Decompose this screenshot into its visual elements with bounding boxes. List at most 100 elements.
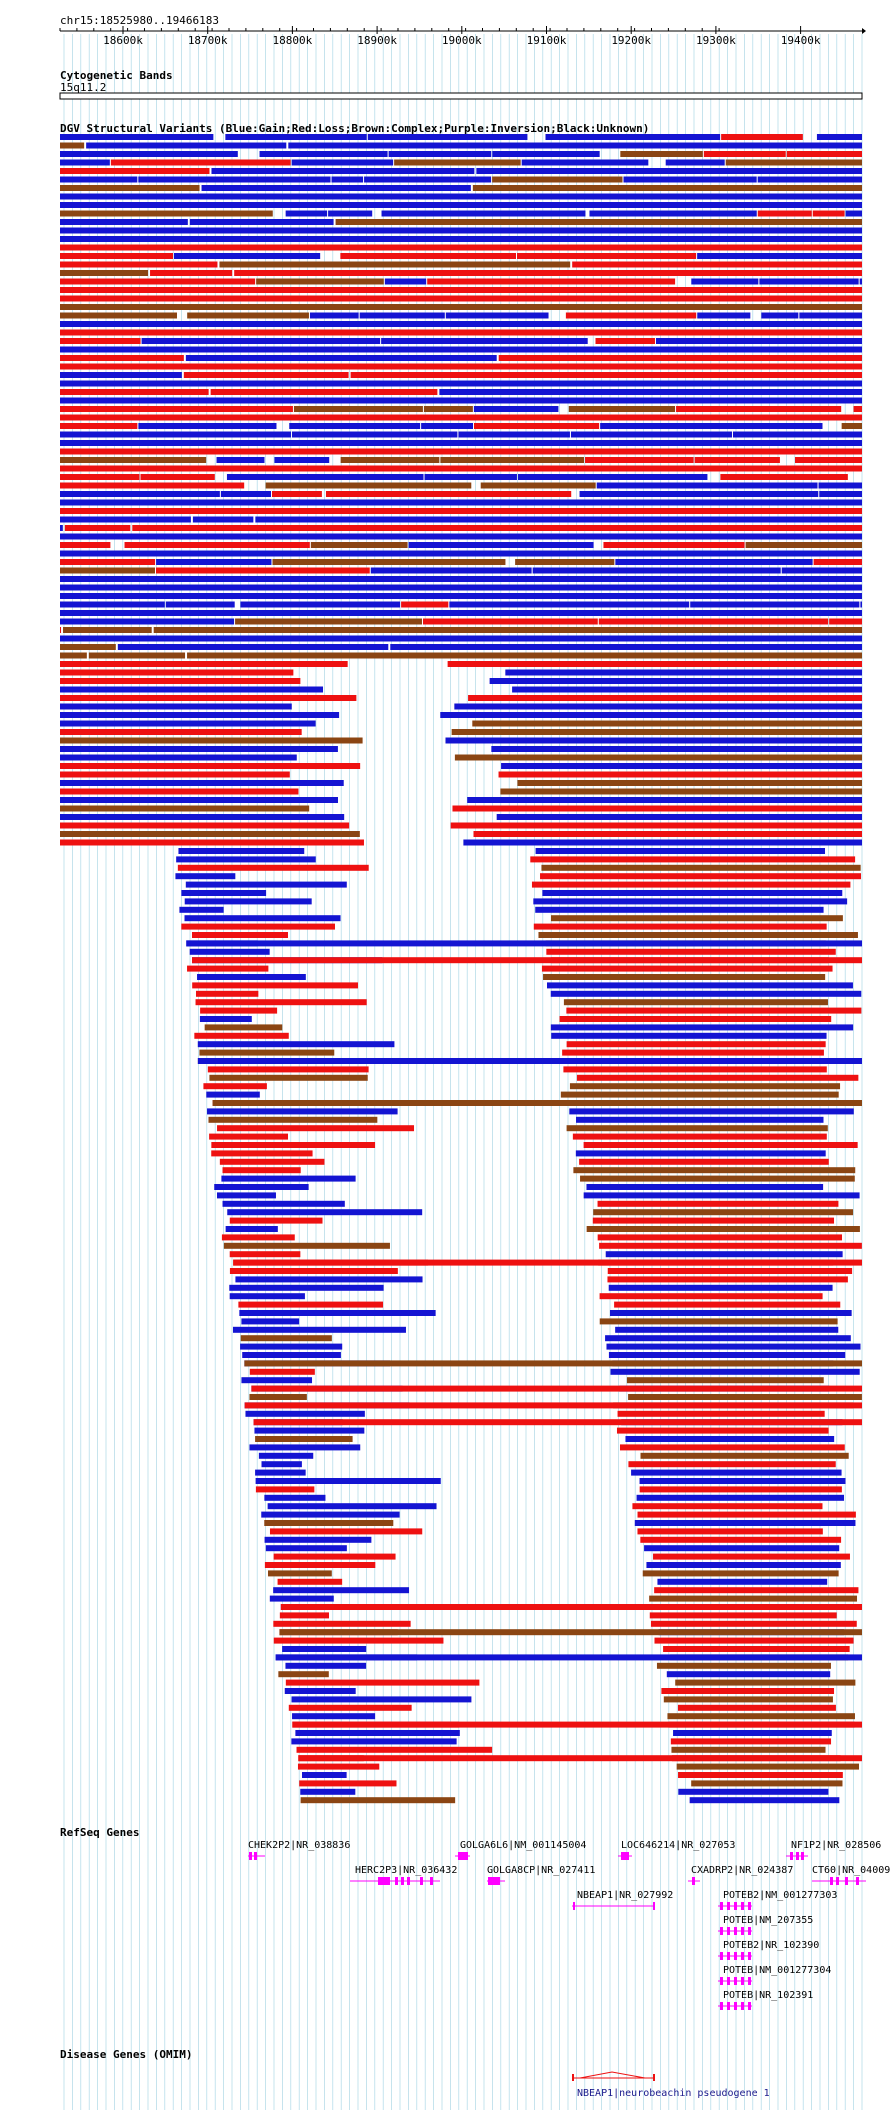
sv-feature[interactable] <box>240 601 401 608</box>
sv-feature[interactable] <box>570 431 732 438</box>
sv-feature[interactable] <box>60 618 235 625</box>
sv-feature[interactable] <box>117 644 389 650</box>
sv-feature[interactable] <box>150 270 233 276</box>
sv-feature[interactable] <box>255 1436 353 1442</box>
sv-feature[interactable] <box>282 1646 367 1652</box>
sv-feature[interactable] <box>340 253 516 259</box>
sv-feature[interactable] <box>310 542 408 548</box>
sv-feature[interactable] <box>60 312 177 319</box>
sv-feature[interactable] <box>292 1713 376 1720</box>
sv-feature[interactable] <box>258 1452 314 1459</box>
gene-exon[interactable] <box>430 1877 433 1885</box>
sv-feature[interactable] <box>533 923 827 930</box>
sv-feature[interactable] <box>60 661 348 667</box>
sv-feature[interactable] <box>563 1066 827 1073</box>
sv-feature[interactable] <box>546 948 836 955</box>
sv-feature[interactable] <box>593 1209 854 1216</box>
sv-feature[interactable] <box>185 355 497 361</box>
sv-feature[interactable] <box>156 559 272 565</box>
sv-feature[interactable] <box>689 1797 840 1804</box>
gene-exon[interactable] <box>727 1952 730 1960</box>
gene-exon[interactable] <box>796 1852 799 1860</box>
sv-feature[interactable] <box>60 397 862 404</box>
sv-feature[interactable] <box>480 482 596 489</box>
sv-feature[interactable] <box>274 457 330 463</box>
sv-feature[interactable] <box>445 312 549 319</box>
sv-feature[interactable] <box>819 491 862 497</box>
sv-feature[interactable] <box>637 1528 823 1535</box>
sv-feature[interactable] <box>757 176 862 183</box>
gene-exon[interactable] <box>621 1852 629 1860</box>
sv-feature[interactable] <box>273 1587 410 1594</box>
sv-feature[interactable] <box>472 185 862 191</box>
sv-feature[interactable] <box>60 321 862 327</box>
sv-feature[interactable] <box>813 559 862 565</box>
sv-feature[interactable] <box>222 1200 345 1207</box>
sv-feature[interactable] <box>60 771 290 778</box>
sv-feature[interactable] <box>173 253 321 259</box>
sv-feature[interactable] <box>60 168 210 174</box>
sv-feature[interactable] <box>60 491 220 497</box>
sv-feature[interactable] <box>550 990 862 997</box>
sv-feature[interactable] <box>562 1049 824 1056</box>
sv-feature[interactable] <box>229 1293 305 1300</box>
gene-exon[interactable] <box>856 1877 859 1885</box>
sv-feature[interactable] <box>60 635 862 642</box>
sv-feature[interactable] <box>60 329 862 336</box>
gene-exon[interactable] <box>254 1852 257 1860</box>
sv-feature[interactable] <box>515 559 615 565</box>
gene-exon[interactable] <box>407 1877 410 1885</box>
sv-feature[interactable] <box>60 533 862 540</box>
sv-feature[interactable] <box>675 1679 856 1686</box>
sv-feature[interactable] <box>761 312 799 319</box>
sv-feature[interactable] <box>440 712 862 718</box>
omim-feature-label[interactable]: NBEAP1|neurobeachin pseudogene 1 <box>577 2088 770 2099</box>
sv-feature[interactable] <box>626 1377 824 1384</box>
sv-feature[interactable] <box>241 1377 313 1384</box>
sv-feature[interactable] <box>607 1268 853 1274</box>
sv-feature[interactable] <box>214 1184 309 1190</box>
sv-feature[interactable] <box>841 423 862 429</box>
sv-feature[interactable] <box>60 695 357 701</box>
sv-feature[interactable] <box>271 491 322 497</box>
sv-feature[interactable] <box>264 1520 394 1526</box>
sv-feature[interactable] <box>64 525 131 531</box>
sv-feature[interactable] <box>184 915 341 922</box>
gene-label[interactable]: NF1P2|NR_028506 <box>791 1840 881 1851</box>
sv-feature[interactable] <box>565 312 697 319</box>
sv-feature[interactable] <box>576 1074 859 1081</box>
sv-feature[interactable] <box>60 746 338 752</box>
sv-feature[interactable] <box>569 1108 854 1115</box>
sv-feature[interactable] <box>676 406 842 412</box>
gene-exon[interactable] <box>748 1952 751 1960</box>
sv-feature[interactable] <box>517 780 862 786</box>
sv-feature[interactable] <box>60 389 209 395</box>
sv-feature[interactable] <box>249 1394 307 1400</box>
sv-feature[interactable] <box>421 423 474 429</box>
sv-feature[interactable] <box>232 1326 406 1333</box>
gene-exon[interactable] <box>720 1902 723 1910</box>
sv-feature[interactable] <box>187 312 309 319</box>
sv-feature[interactable] <box>655 338 862 344</box>
sv-feature[interactable] <box>60 559 156 565</box>
sv-feature[interactable] <box>607 1276 848 1283</box>
sv-feature[interactable] <box>697 253 862 259</box>
sv-feature[interactable] <box>235 1276 423 1283</box>
sv-feature[interactable] <box>285 1679 480 1686</box>
sv-feature[interactable] <box>269 1528 423 1535</box>
gene-exon[interactable] <box>734 2002 737 2010</box>
gene-exon[interactable] <box>741 1977 744 1985</box>
dgv-features[interactable] <box>60 134 863 1804</box>
sv-feature[interactable] <box>757 210 812 217</box>
sv-feature[interactable] <box>229 1268 398 1274</box>
sv-feature[interactable] <box>860 601 862 608</box>
sv-feature[interactable] <box>60 712 340 718</box>
sv-feature[interactable] <box>255 1486 315 1493</box>
sv-feature[interactable] <box>580 1175 855 1182</box>
sv-feature[interactable] <box>289 423 421 429</box>
sv-feature[interactable] <box>227 1209 423 1216</box>
sv-feature[interactable] <box>521 159 649 166</box>
sv-feature[interactable] <box>269 1595 334 1602</box>
sv-feature[interactable] <box>254 1427 365 1434</box>
sv-feature[interactable] <box>439 389 862 395</box>
